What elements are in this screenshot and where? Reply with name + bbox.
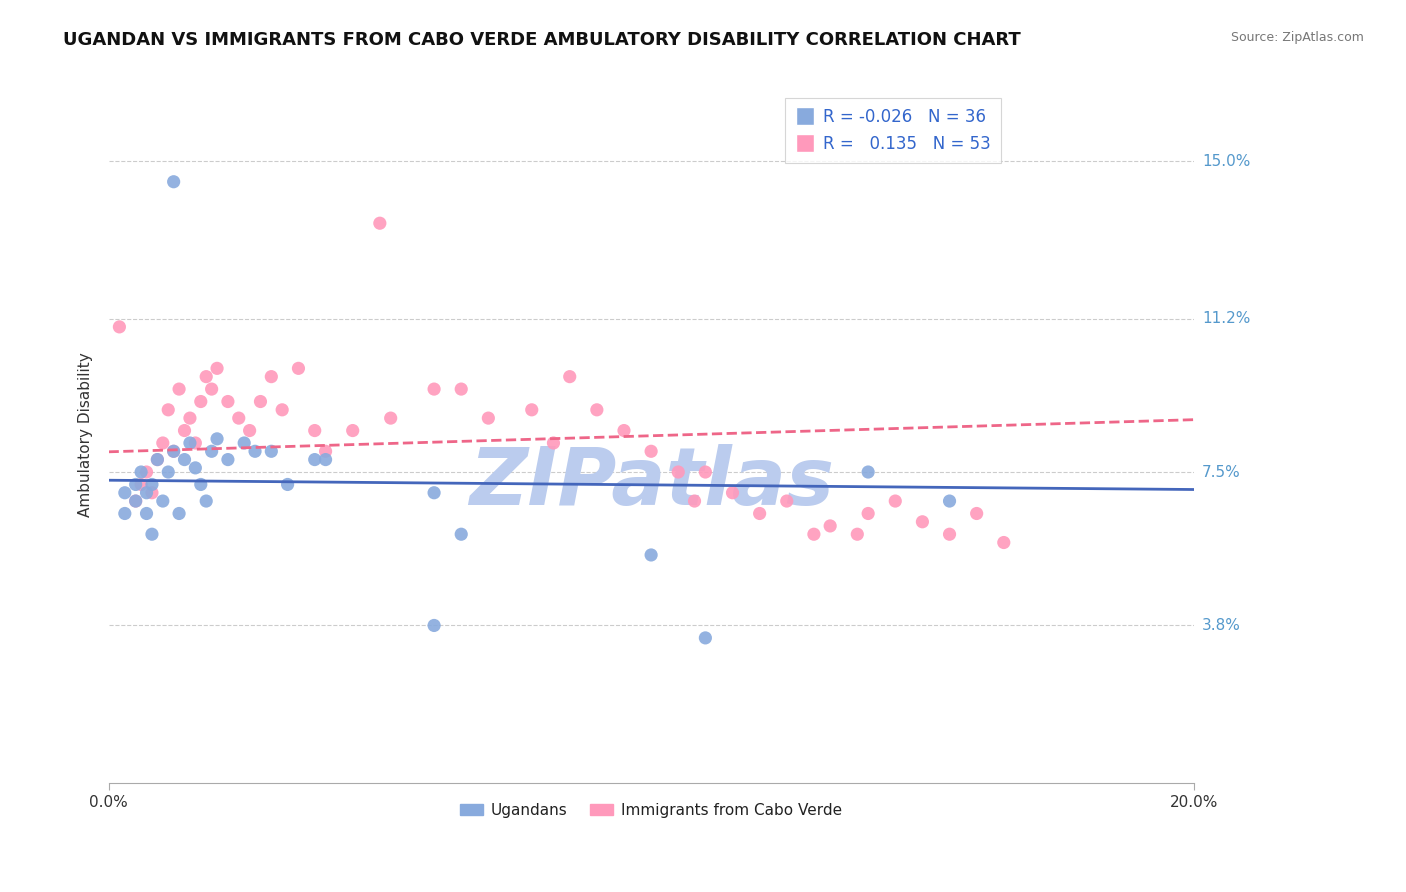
Point xyxy=(938,527,960,541)
Point xyxy=(141,527,163,541)
Point xyxy=(217,394,239,409)
Point xyxy=(520,402,543,417)
Point xyxy=(543,436,565,450)
Point xyxy=(695,465,717,479)
Text: 11.2%: 11.2% xyxy=(1202,311,1250,326)
Point xyxy=(124,477,146,491)
Point xyxy=(277,477,299,491)
Point xyxy=(124,494,146,508)
Point xyxy=(993,535,1015,549)
Point xyxy=(179,436,201,450)
Point xyxy=(179,411,201,425)
Point xyxy=(586,402,609,417)
Point xyxy=(249,394,271,409)
Point xyxy=(141,485,163,500)
Point xyxy=(243,444,266,458)
Point xyxy=(271,402,294,417)
Point xyxy=(884,494,907,508)
Point xyxy=(114,507,136,521)
Point xyxy=(135,507,157,521)
Point xyxy=(423,485,446,500)
Point xyxy=(108,319,131,334)
Point xyxy=(184,461,207,475)
Point xyxy=(157,465,180,479)
Point xyxy=(201,444,224,458)
Point xyxy=(666,465,689,479)
Point xyxy=(228,411,250,425)
Point xyxy=(640,548,662,562)
Point xyxy=(287,361,309,376)
Point xyxy=(157,402,180,417)
Point xyxy=(152,436,174,450)
Point xyxy=(640,444,662,458)
Point xyxy=(695,631,717,645)
Text: ZIPatlas: ZIPatlas xyxy=(468,444,834,523)
Point xyxy=(342,424,364,438)
Point xyxy=(776,494,799,508)
Text: 15.0%: 15.0% xyxy=(1202,153,1250,169)
Point xyxy=(124,494,146,508)
Point xyxy=(368,216,391,230)
Point xyxy=(260,369,283,384)
Point xyxy=(173,452,195,467)
Text: Source: ZipAtlas.com: Source: ZipAtlas.com xyxy=(1230,31,1364,45)
Point xyxy=(163,444,186,458)
Point xyxy=(190,477,212,491)
Point xyxy=(304,452,326,467)
Legend: Ugandans, Immigrants from Cabo Verde: Ugandans, Immigrants from Cabo Verde xyxy=(454,797,848,824)
Point xyxy=(152,494,174,508)
Point xyxy=(613,424,636,438)
Point xyxy=(205,361,228,376)
Point xyxy=(163,175,186,189)
Y-axis label: Ambulatory Disability: Ambulatory Disability xyxy=(79,352,93,517)
Point xyxy=(856,465,879,479)
Point xyxy=(683,494,706,508)
Point xyxy=(195,369,218,384)
Point xyxy=(217,452,239,467)
Point xyxy=(911,515,934,529)
Point xyxy=(423,382,446,396)
Point xyxy=(938,494,960,508)
Text: UGANDAN VS IMMIGRANTS FROM CABO VERDE AMBULATORY DISABILITY CORRELATION CHART: UGANDAN VS IMMIGRANTS FROM CABO VERDE AM… xyxy=(63,31,1021,49)
Point xyxy=(260,444,283,458)
Text: 7.5%: 7.5% xyxy=(1202,465,1240,480)
Point xyxy=(966,507,988,521)
Point xyxy=(558,369,581,384)
Point xyxy=(173,424,195,438)
Point xyxy=(146,452,169,467)
Point xyxy=(135,485,157,500)
Point xyxy=(205,432,228,446)
Point xyxy=(748,507,770,521)
Point xyxy=(818,519,841,533)
Point xyxy=(450,382,472,396)
Point xyxy=(450,527,472,541)
Point xyxy=(233,436,256,450)
Point xyxy=(135,465,157,479)
Point xyxy=(114,485,136,500)
Point xyxy=(129,477,152,491)
Point xyxy=(239,424,262,438)
Point xyxy=(856,507,879,521)
Point xyxy=(163,444,186,458)
Point xyxy=(721,485,744,500)
Point xyxy=(315,452,337,467)
Point xyxy=(803,527,825,541)
Point xyxy=(201,382,224,396)
Point xyxy=(190,394,212,409)
Point xyxy=(167,507,190,521)
Text: 3.8%: 3.8% xyxy=(1202,618,1241,633)
Point xyxy=(304,424,326,438)
Point xyxy=(129,465,152,479)
Point xyxy=(195,494,218,508)
Point xyxy=(141,477,163,491)
Point xyxy=(184,436,207,450)
Point xyxy=(315,444,337,458)
Point xyxy=(167,382,190,396)
Point xyxy=(477,411,499,425)
Point xyxy=(146,452,169,467)
Point xyxy=(380,411,402,425)
Point xyxy=(846,527,869,541)
Point xyxy=(423,618,446,632)
